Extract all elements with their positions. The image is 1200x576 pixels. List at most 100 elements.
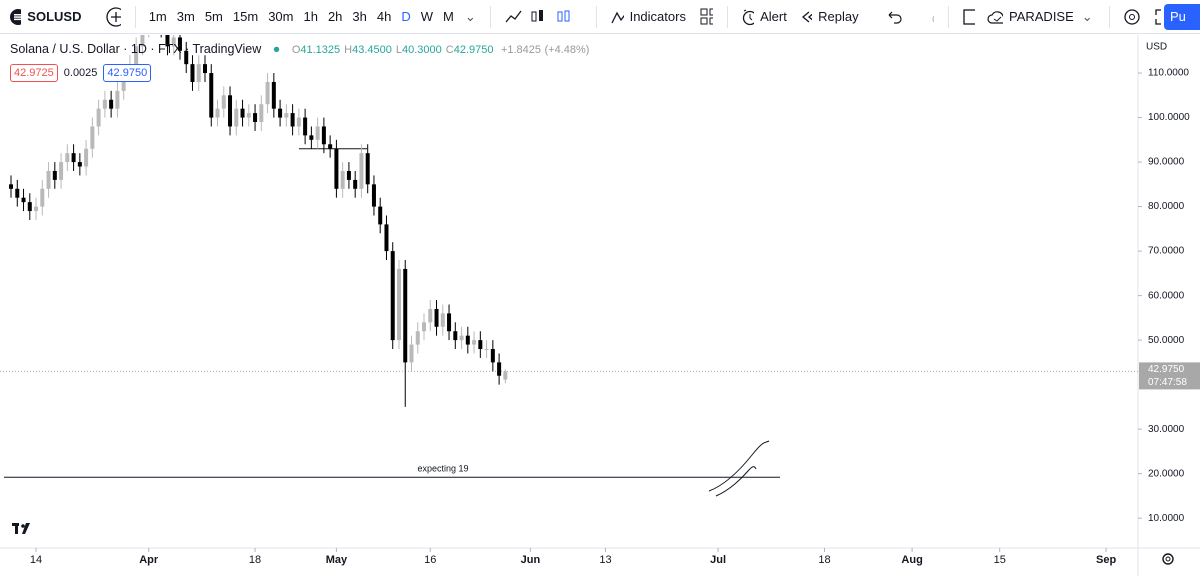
candle-body (478, 340, 483, 350)
y-tick-label: 10.0000 (1148, 513, 1185, 524)
candle-body (15, 188, 20, 198)
interval-button[interactable]: 15m (232, 9, 259, 24)
ohlc-label: C (445, 44, 454, 56)
candle-body (340, 170, 345, 189)
candle-body (209, 73, 214, 118)
y-tick-label: 30.0000 (1148, 424, 1185, 435)
candle-body (465, 335, 470, 345)
candle-body (396, 268, 401, 341)
interval-button[interactable]: D (401, 9, 411, 24)
legend-source: TradingView (192, 42, 262, 56)
axis-settings[interactable] (1162, 553, 1174, 565)
currency: USD (1146, 42, 1167, 53)
interval-button[interactable]: 1m (148, 9, 167, 24)
interval-button[interactable]: 30m (268, 9, 294, 24)
candle-body (296, 117, 301, 127)
candle-body (384, 224, 389, 252)
x-tick-label: 15 (994, 554, 1006, 566)
countdown: 07:47:58 (1148, 377, 1187, 388)
interval-button[interactable]: 3m (176, 9, 195, 24)
candle-body (503, 371, 508, 380)
x-tick-label: Jul (710, 554, 726, 566)
indicators-button[interactable]: Indicators (629, 9, 686, 24)
toolbar: SOLUSD 1m 3m 5m 15m 30m 1h 2h 3h 4h D W M ⌄ Indicat… (0, 0, 1200, 34)
candle-body (234, 108, 239, 127)
interval-menu[interactable]: ⌄ (464, 8, 476, 24)
candle-body (328, 144, 333, 149)
candle-body (96, 108, 101, 127)
buy-price[interactable]: 42.9750 (103, 64, 152, 82)
candle-body (447, 313, 452, 332)
chart-type-buttons[interactable] (504, 7, 582, 27)
candle-body (359, 153, 364, 189)
candle-body (27, 202, 32, 212)
candle-body (321, 126, 326, 145)
candle-body (390, 251, 395, 341)
interval-button[interactable]: M (443, 9, 454, 24)
candle-body (102, 99, 107, 109)
interval-button[interactable]: W (420, 9, 434, 24)
interval-button[interactable]: 2h (327, 9, 343, 24)
candle-body (334, 148, 339, 189)
separator (489, 5, 491, 28)
ohlc-label: H (344, 44, 353, 56)
templates-button[interactable] (700, 8, 713, 26)
candle-body (453, 331, 458, 341)
ohlc-value: 41.1325 (300, 44, 341, 56)
candle-body (77, 162, 82, 167)
y-tick-label: 60.0000 (1148, 290, 1185, 301)
replay-button[interactable]: Replay (818, 9, 859, 24)
ohlc-values: O41.1325 H43.4500 L40.3000 C42.9750 (292, 44, 498, 56)
candle-body (202, 64, 207, 74)
y-tick-label: 80.0000 (1148, 201, 1185, 212)
interval-button[interactable]: 5m (204, 9, 223, 24)
candle-body (240, 108, 245, 118)
candle-body (415, 331, 420, 345)
x-tick-label: Jun (521, 554, 541, 566)
x-tick-label: 16 (424, 554, 436, 566)
candle-body (253, 113, 258, 123)
sell-price[interactable]: 42.9725 (10, 64, 58, 82)
candle-body (9, 184, 14, 189)
symbol[interactable]: SOLUSD (27, 9, 82, 24)
candle-body (46, 170, 51, 189)
candle-body (284, 113, 289, 118)
candle-body (90, 126, 95, 149)
candle-body (184, 50, 189, 65)
candle-body (378, 206, 383, 225)
candle-body (140, 35, 145, 47)
ohlc-label: O (291, 44, 301, 56)
candle-body (303, 117, 308, 136)
candle-body (165, 35, 170, 47)
layout-menu[interactable]: ⌄ (1081, 8, 1093, 24)
candle-body (59, 162, 64, 180)
alert-button[interactable]: Alert (760, 9, 787, 24)
separator (948, 5, 949, 28)
candle-body (134, 46, 139, 65)
market-status: ● (272, 42, 281, 56)
publish-button[interactable]: Pu (1164, 4, 1200, 30)
layout-name[interactable]: PARADISE (1009, 9, 1074, 24)
candle-body (278, 108, 283, 118)
change-pct: (+4.48%) (544, 44, 590, 56)
candle-body (459, 335, 464, 341)
candle-body (196, 64, 201, 82)
candle-body (52, 170, 57, 180)
last-price-label: 42.9750 (1148, 364, 1185, 375)
layout-button[interactable] (963, 8, 976, 26)
undo-redo[interactable] (885, 9, 935, 25)
candle-body (353, 179, 358, 189)
candle-body (472, 340, 477, 345)
legend: Solana / U.S. Dollar · 1D · FTX · Tradin… (10, 42, 590, 56)
spread: 0.0025 (63, 67, 98, 79)
interval-button[interactable]: 4h (376, 9, 392, 24)
candle-body (265, 81, 270, 105)
x-tick-label: May (326, 554, 348, 566)
candle-body (309, 135, 314, 140)
symbol-icon (10, 8, 22, 25)
interval-button[interactable]: 3h (352, 9, 367, 24)
compare-button[interactable] (105, 6, 121, 28)
interval-button[interactable]: 1h (303, 9, 318, 24)
x-tick-label: 14 (30, 554, 42, 566)
